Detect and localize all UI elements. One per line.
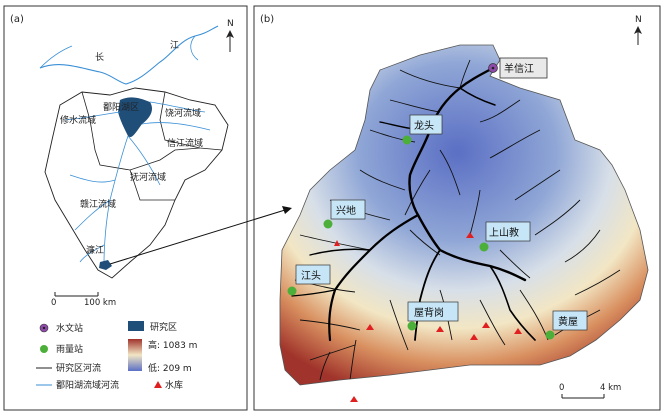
legend-study-river: 研究区河流 (56, 362, 101, 374)
legend-rain: 雨量站 (56, 343, 83, 355)
legend-study-area: 研究区 (150, 321, 177, 333)
subbasin-boundary-2 (159, 91, 223, 151)
hydro-station-label-box (499, 57, 548, 79)
reservoir-3 (366, 324, 374, 330)
subbasin-boundaries (81, 91, 201, 171)
region-poyang: 鄱阳湖区 (103, 102, 139, 113)
label-box-jiangtou (295, 264, 331, 285)
study-area-legend-icon (128, 321, 144, 331)
north-label-a: N (227, 19, 234, 29)
rain-station-shangshanjiao (479, 242, 489, 252)
reservoir-7 (470, 334, 478, 340)
scale-b-end: 4 km (600, 383, 621, 393)
panel-b-label: (b) (260, 14, 274, 25)
label-box-xingdi (330, 199, 366, 220)
rain-station-name-wubeigang: 屋背岗 (414, 306, 444, 319)
yangtze-label-1: 长 (95, 51, 104, 63)
rain-station-name-jiangtou: 江头 (301, 270, 321, 282)
legend-elev-high: 高: 1083 m (148, 339, 197, 351)
label-box-longtou (409, 114, 443, 135)
zoom-connector-arrow (109, 206, 292, 265)
rain-stations: 龙头 兴地 上山教 江头 屋背岗 黄屋 (287, 114, 588, 340)
scale-a-end: 100 km (84, 298, 116, 308)
label-box-shangshanjiao (485, 221, 531, 242)
region-fuhe: 抚河流域 (130, 171, 166, 183)
reservoir-legend-icon (154, 381, 162, 388)
reservoir-6 (514, 328, 522, 334)
rain-station-name-xingdi: 兴地 (336, 204, 356, 217)
legend: 水文站 雨量站 研究区河流 鄱阳湖流域河流 研究区 高: 1083 m 低: 2… (36, 321, 197, 391)
region-ganjiang: 赣江流域 (80, 198, 116, 210)
reservoirs (334, 232, 522, 402)
legend-reservoir: 水库 (165, 379, 183, 391)
hydro-station-name: 羊信江 (504, 62, 534, 75)
yangtze-tributary (39, 45, 73, 69)
scale-a-start: 0 (51, 298, 56, 308)
region-xiushui: 修水流域 (60, 114, 96, 126)
elevation-legend-bar (128, 339, 142, 371)
rain-station-longtou (402, 135, 412, 145)
north-label-b: N (635, 15, 642, 25)
reservoir-5 (482, 322, 490, 328)
subbasin-boundary-3 (129, 169, 175, 201)
scale-bar-b: 0 4 km (559, 383, 621, 399)
hydro-station: 羊信江 (488, 57, 548, 79)
rain-station-name-huangwu: 黄屋 (558, 315, 578, 328)
study-area-marker (99, 260, 112, 270)
poyang-basin-rivers (64, 101, 211, 265)
scale-bar-a: 0 100 km (51, 292, 116, 308)
legend-hydro: 水文站 (56, 322, 83, 334)
north-arrow-b: N (634, 15, 642, 45)
label-box-huangwu (552, 310, 588, 331)
panel-b: (b) N (253, 5, 661, 411)
north-arrow-a: N (226, 19, 234, 52)
reservoir-8 (350, 396, 358, 402)
yangtze-river (39, 25, 219, 85)
rain-station-legend-icon (40, 345, 48, 353)
rain-station-wubeigang (407, 321, 417, 331)
reservoir-2 (466, 232, 474, 238)
region-xinjiang: 信江流域 (167, 137, 203, 149)
label-box-wubeigang (407, 301, 459, 322)
panel-a: (a) N 长 江 修 (3, 5, 248, 411)
panel-a-label: (a) (10, 14, 24, 25)
legend-poyang-river: 鄱阳湖流域河流 (56, 379, 119, 391)
rain-station-jiangtou (287, 286, 297, 296)
legend-elev-low: 低: 209 m (148, 362, 192, 374)
basin-outline (279, 44, 649, 386)
scale-b-start: 0 (559, 383, 564, 393)
region-raohe: 饶河流域 (165, 107, 201, 119)
poyang-lake (118, 97, 153, 138)
rain-station-name-shangshanjiao: 上山教 (489, 226, 519, 239)
region-lianjiang: 濂江 (86, 244, 104, 256)
reservoir-1 (334, 240, 340, 246)
reservoir-4 (436, 326, 444, 332)
rain-station-name-longtou: 龙头 (414, 119, 434, 132)
yangtze-label-2: 江 (170, 40, 179, 51)
rain-station-huangwu (545, 330, 555, 340)
yangtze-tributary-2 (190, 35, 199, 61)
rain-station-xingdi (323, 219, 333, 229)
